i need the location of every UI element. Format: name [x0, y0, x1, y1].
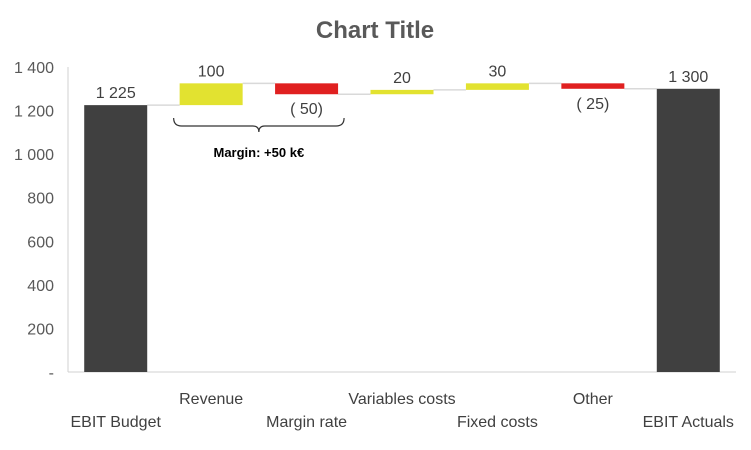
x-category-label: Fixed costs [457, 414, 538, 431]
y-tick-label: 1 400 [14, 60, 54, 77]
x-category-label: Revenue [179, 391, 243, 408]
bars [84, 83, 720, 373]
x-category-label: EBIT Budget [70, 414, 161, 431]
x-category-label: EBIT Actuals [643, 414, 734, 431]
annotation-bracket [173, 117, 345, 133]
annotations: Margin: +50 k€ [173, 117, 345, 160]
bar-total [84, 105, 148, 372]
data-label: 100 [198, 63, 225, 80]
x-category-label: Margin rate [266, 414, 347, 431]
connector-lines [147, 82, 657, 106]
y-tick-label: 800 [27, 191, 54, 208]
bar-increase [179, 83, 243, 106]
data-label: ( 50) [290, 101, 323, 118]
data-label: 1 300 [668, 69, 708, 86]
data-labels: 1 225 100 ( 50) 20 30 ( 25) 1 300 [96, 63, 709, 118]
y-axis-ticks: - 200 400 600 800 1 000 1 200 1 400 [14, 60, 54, 382]
x-category-label: Other [573, 391, 614, 408]
bar-increase [370, 89, 434, 95]
data-label: 20 [393, 70, 411, 87]
bar-increase [465, 83, 529, 90]
y-tick-label: - [49, 365, 54, 382]
y-tick-label: 200 [27, 321, 54, 338]
y-tick-label: 1 200 [14, 104, 54, 121]
y-tick-label: 1 000 [14, 147, 54, 164]
bar-total [656, 88, 720, 373]
data-label: ( 25) [576, 96, 609, 113]
annotation-label: Margin: +50 k€ [214, 145, 305, 160]
bar-decrease [275, 83, 339, 95]
data-label: 30 [489, 63, 507, 80]
y-tick-label: 400 [27, 278, 54, 295]
chart-title: Chart Title [316, 17, 434, 44]
data-label: 1 225 [96, 85, 136, 102]
y-tick-label: 600 [27, 234, 54, 251]
bar-decrease [561, 83, 625, 89]
x-category-label: Variables costs [348, 391, 455, 408]
